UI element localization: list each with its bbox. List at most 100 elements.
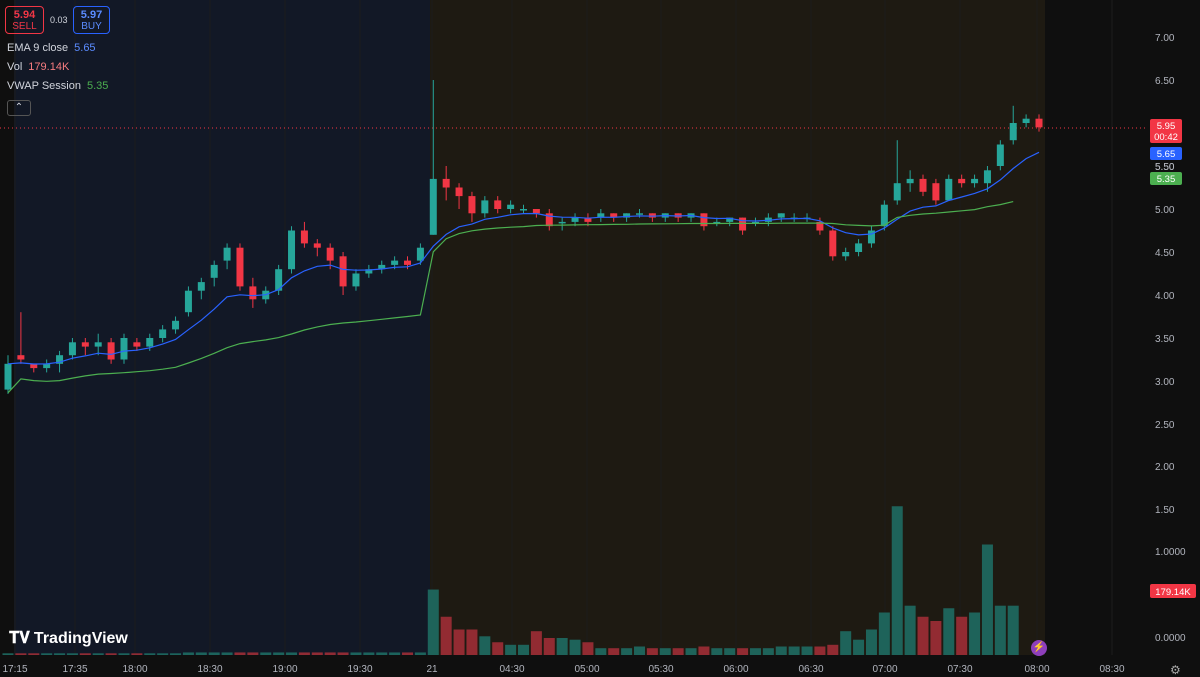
x-tick-label: 05:30 [648, 664, 673, 675]
candle-body [572, 218, 579, 222]
volume-bar [698, 647, 709, 656]
volume-bar [209, 652, 220, 655]
candle-body [1023, 119, 1030, 123]
volume-bar [608, 648, 619, 655]
candle-body [507, 205, 514, 209]
volume-bar [879, 613, 890, 656]
x-tick-label: 05:00 [574, 664, 599, 675]
last-price-label: 00:42 [1154, 132, 1178, 143]
volume-bar [673, 648, 684, 655]
candle-body [120, 338, 127, 360]
volume-bar [479, 636, 490, 655]
volume-bar [3, 653, 14, 655]
x-tick-label: 04:30 [499, 664, 524, 675]
volume-bar [930, 621, 941, 655]
x-tick-label: 07:00 [872, 664, 897, 675]
tradingview-logo: 𝐓𝐕 TradingView [9, 630, 128, 648]
candle-body [236, 248, 243, 287]
volume-bar [711, 648, 722, 655]
chevron-up-icon[interactable]: ⌃ [7, 100, 31, 116]
ema-value: 5.65 [74, 42, 95, 54]
ema-price-label: 5.65 [1157, 149, 1176, 160]
volume-bar [196, 652, 207, 655]
volume-bar [402, 652, 413, 655]
candle-body [5, 364, 12, 390]
x-tick-label: 19:30 [347, 664, 372, 675]
volume-bar [660, 648, 671, 655]
candle-body [82, 342, 89, 346]
volume-bar [1008, 606, 1019, 655]
volume-bar [41, 653, 52, 655]
volume-bar [518, 645, 529, 655]
candle-body [920, 179, 927, 192]
volume-bar [750, 648, 761, 655]
volume-bar [789, 647, 800, 656]
vwap-legend[interactable]: VWAP Session 5.35 [7, 80, 108, 92]
volume-bar [982, 545, 993, 656]
volume-bar [273, 652, 284, 655]
candle-body [1010, 123, 1017, 140]
y-tick-label: 3.00 [1155, 377, 1175, 388]
candle-body [95, 342, 102, 346]
candle-body [69, 342, 76, 355]
candle-body [778, 213, 785, 217]
volume-bar [15, 653, 26, 655]
volume-bar [853, 640, 864, 655]
x-tick-label: 08:30 [1099, 664, 1124, 675]
sell-button[interactable]: 5.94 SELL [5, 6, 44, 34]
volume-bar [183, 652, 194, 655]
volume-bar [802, 647, 813, 656]
volume-bar [363, 652, 374, 655]
volume-bar [595, 648, 606, 655]
candle-body [224, 248, 231, 261]
candle-body [842, 252, 849, 256]
candle-body [481, 200, 488, 213]
volume-bar [943, 608, 954, 655]
vwap-value: 5.35 [87, 80, 108, 92]
volume-bar [995, 606, 1006, 655]
volume-bar [428, 590, 439, 655]
volume-bar [892, 506, 903, 655]
candle-body [997, 145, 1004, 167]
x-tick-label: 17:35 [62, 664, 87, 675]
candle-body [146, 338, 153, 347]
buy-price: 5.97 [74, 9, 109, 21]
candle-body [533, 209, 540, 213]
candle-body [649, 213, 656, 217]
x-tick-label: 18:00 [122, 664, 147, 675]
lightning-icon[interactable]: ⚡ [1031, 640, 1047, 656]
candle-body [198, 282, 205, 291]
volume-bar [80, 653, 91, 655]
volume-bar [918, 617, 929, 655]
candle-body [211, 265, 218, 278]
buy-button[interactable]: 5.97 BUY [73, 6, 110, 34]
x-tick-label: 08:00 [1024, 664, 1049, 675]
volume-label: 179.14K [1155, 587, 1191, 598]
volume-bar [350, 652, 361, 655]
x-tick-label: 21 [426, 664, 438, 675]
volume-bar [557, 638, 568, 655]
candle-body [945, 179, 952, 201]
x-tick-label: 18:30 [197, 664, 222, 675]
y-tick-label: 2.50 [1155, 420, 1175, 431]
ema-legend[interactable]: EMA 9 close 5.65 [7, 42, 96, 54]
volume-bar [544, 638, 555, 655]
volume-bar [531, 631, 542, 655]
volume-bar [866, 630, 877, 656]
candle-body [520, 209, 527, 211]
volume-bar [67, 653, 78, 655]
candle-body [971, 179, 978, 183]
volume-legend[interactable]: Vol 179.14K [7, 61, 69, 73]
candle-body [340, 256, 347, 286]
volume-bar [969, 613, 980, 656]
buy-label: BUY [74, 21, 109, 33]
last-price-label: 5.95 [1157, 121, 1176, 132]
volume-bar [505, 645, 516, 655]
gear-icon[interactable]: ⚙ [1170, 663, 1181, 677]
candle-body [443, 179, 450, 188]
volume-bar [131, 653, 142, 655]
candle-body [108, 342, 115, 359]
y-tick-label: 5.00 [1155, 205, 1175, 216]
candle-body [894, 183, 901, 200]
